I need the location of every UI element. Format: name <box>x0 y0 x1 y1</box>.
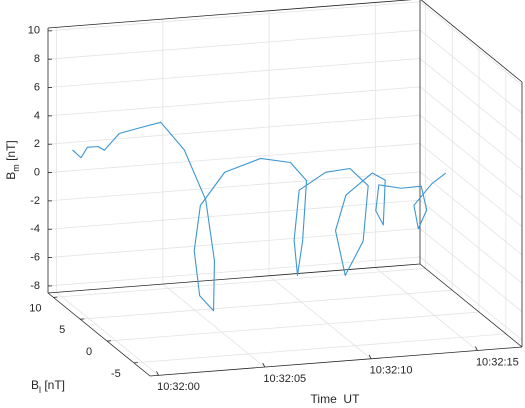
grid-line <box>419 199 523 284</box>
box-edge <box>47 0 413 29</box>
grid-line <box>56 292 159 376</box>
grid-line <box>47 256 421 287</box>
grid-line <box>47 29 421 60</box>
z-tick-label: 4 <box>34 110 40 122</box>
x-axis-label: Time UT <box>311 392 361 406</box>
grid-line <box>80 289 453 320</box>
grid-line <box>419 228 523 312</box>
grid-line <box>419 143 523 227</box>
x-tick-label: 10:32:15 <box>476 356 519 368</box>
box-edge <box>47 263 421 294</box>
data-line <box>72 121 447 312</box>
grid-line <box>47 228 421 258</box>
box-edge <box>47 292 151 377</box>
z-tick-label: 8 <box>34 53 40 65</box>
grid-line <box>47 1 421 32</box>
grid-line <box>419 114 523 199</box>
z-tick-label: 6 <box>34 81 40 93</box>
tick-mark <box>368 354 372 359</box>
x-tick-label: 10:32:00 <box>157 381 200 393</box>
grid-line <box>47 171 421 202</box>
grid-line <box>47 143 421 173</box>
grid-line <box>53 267 426 298</box>
z-tick-label: -8 <box>30 280 40 292</box>
y-tick-label: 10 <box>29 302 41 314</box>
labels: -8 -6 -4 -2 0 2 4 6 8 10 -5 0 5 10 10:32:00 10:32:05 10:… <box>4 25 519 406</box>
grid-line <box>419 256 523 341</box>
grid-line <box>47 58 421 88</box>
grid-line <box>419 58 523 142</box>
y-tick-label: -5 <box>111 368 121 380</box>
box-edge <box>420 0 523 83</box>
grid-line <box>419 29 523 114</box>
tick-mark <box>475 346 478 351</box>
y-tick-label: 5 <box>59 324 65 336</box>
grid-line <box>47 199 421 230</box>
grid-line <box>107 311 480 342</box>
x-tick-label: 10:32:10 <box>370 365 413 377</box>
z-tick-label: 2 <box>34 138 40 150</box>
grid-line <box>162 283 266 368</box>
z-tick-label: 0 <box>34 166 40 178</box>
plot <box>72 121 447 312</box>
box-edge <box>149 346 523 377</box>
z-tick-label: 10 <box>28 25 40 37</box>
y-tick-label: 0 <box>86 346 92 358</box>
z-axis-label: Bm [nT] <box>4 140 21 180</box>
grid-line <box>375 267 478 351</box>
z-tick-label: -6 <box>30 251 40 263</box>
grid <box>47 1 523 376</box>
grid-line <box>419 1 523 86</box>
z-tick-label: -2 <box>30 195 40 207</box>
y-axis-label: Bl [nT] <box>31 378 65 395</box>
grid-line <box>419 86 523 171</box>
axes-box <box>47 0 523 377</box>
box-edge <box>419 263 523 348</box>
z-tick-label: -4 <box>30 223 40 235</box>
grid-line <box>268 275 372 360</box>
grid-line <box>133 333 506 364</box>
x-tick-label: 10:32:05 <box>263 373 306 385</box>
grid-line <box>419 171 523 256</box>
tick-mark <box>156 371 159 376</box>
grid-line <box>47 86 421 117</box>
grid-line <box>47 114 421 145</box>
tick-mark <box>262 362 266 368</box>
